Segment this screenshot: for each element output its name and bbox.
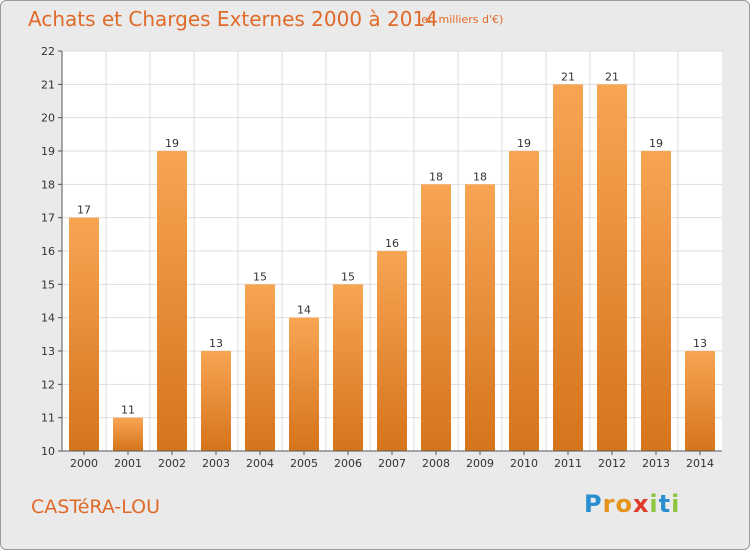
data-label: 18 — [429, 170, 443, 183]
x-tick-label: 2014 — [686, 457, 714, 470]
data-label: 15 — [341, 270, 355, 283]
data-label: 18 — [473, 170, 487, 183]
y-tick-label: 22 — [41, 45, 55, 58]
bars: 17 11 19 13 15 14 15 16 18 18 19 21 21 19 13 — [69, 70, 715, 452]
x-tick-label: 2013 — [642, 457, 670, 470]
bar — [377, 251, 407, 451]
bar — [201, 351, 231, 451]
logo-letter: x — [632, 490, 650, 518]
data-label: 13 — [209, 337, 223, 350]
axes: 10 11 12 13 14 15 16 17 18 19 20 21 22 2000 2001 2002 20… — [41, 45, 722, 470]
data-label: 19 — [517, 137, 531, 150]
y-tick-label: 10 — [41, 445, 55, 458]
x-tick-label: 2001 — [114, 457, 142, 470]
x-tick-label: 2005 — [290, 457, 318, 470]
y-tick-label: 15 — [41, 278, 55, 291]
x-tick-label: 2000 — [70, 457, 98, 470]
x-tick-label: 2002 — [158, 457, 186, 470]
y-tick-label: 16 — [41, 245, 55, 258]
bar — [641, 151, 671, 451]
data-label: 21 — [561, 70, 575, 83]
y-tick-label: 13 — [41, 345, 55, 358]
data-label: 17 — [77, 204, 91, 217]
y-tick-label: 17 — [41, 212, 55, 225]
x-tick-label: 2003 — [202, 457, 230, 470]
y-tick-label: 14 — [41, 312, 55, 325]
bar — [113, 417, 143, 451]
bar — [157, 151, 187, 451]
data-label: 13 — [693, 337, 707, 350]
x-tick-label: 2012 — [598, 457, 626, 470]
x-tick-label: 2006 — [334, 457, 362, 470]
chart-subtitle: (en milliers d'€) — [417, 13, 504, 26]
data-label: 16 — [385, 237, 399, 250]
x-tick-label: 2007 — [378, 457, 406, 470]
data-label: 11 — [121, 404, 135, 417]
logo-letter: o — [615, 490, 633, 518]
x-tick-label: 2011 — [554, 457, 582, 470]
bar — [421, 184, 451, 452]
data-label: 19 — [649, 137, 663, 150]
logo-letter: i — [649, 490, 659, 518]
x-tick-label: 2010 — [510, 457, 538, 470]
bar — [553, 84, 583, 451]
y-tick-label: 21 — [41, 78, 55, 91]
logo-letter: P — [584, 490, 603, 518]
bar — [685, 351, 715, 451]
y-tick-label: 20 — [41, 112, 55, 125]
data-label: 19 — [165, 137, 179, 150]
data-label: 15 — [253, 270, 267, 283]
x-tick-label: 2008 — [422, 457, 450, 470]
logo-letter: r — [602, 490, 616, 518]
x-tick-label: 2009 — [466, 457, 494, 470]
bar — [69, 217, 99, 451]
bar — [509, 151, 539, 451]
x-tick-label: 2004 — [246, 457, 274, 470]
place-name: CASTéRA-LOU — [31, 496, 161, 518]
bar — [597, 84, 627, 451]
data-label: 14 — [297, 304, 311, 317]
y-tick-label: 18 — [41, 178, 55, 191]
bar — [465, 184, 495, 452]
logo-letter: t — [658, 490, 672, 518]
bar — [333, 284, 363, 451]
proxiti-logo: Proxiti — [584, 490, 680, 518]
bar — [245, 284, 275, 451]
chart-title: Achats et Charges Externes 2000 à 2014 — [28, 7, 438, 31]
data-label: 21 — [605, 70, 619, 83]
bar — [289, 317, 319, 451]
y-tick-label: 12 — [41, 378, 55, 391]
y-tick-label: 11 — [41, 412, 55, 425]
logo-letter: i — [671, 490, 681, 518]
y-tick-label: 19 — [41, 145, 55, 158]
